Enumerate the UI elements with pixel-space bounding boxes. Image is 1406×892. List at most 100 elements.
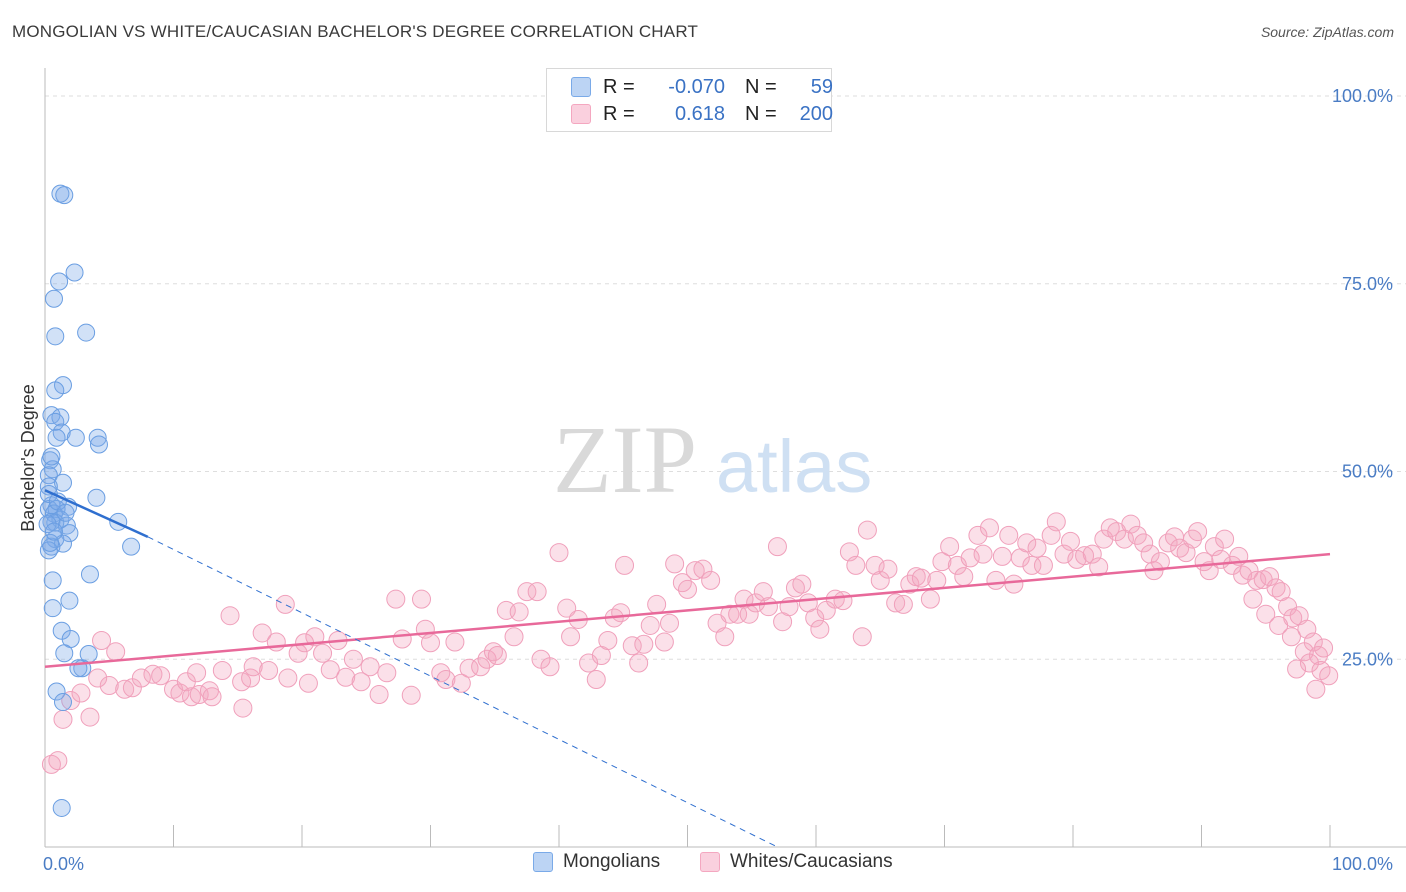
data-point-mongolians <box>53 693 72 712</box>
data-point-whites <box>1100 518 1120 538</box>
legend-item-whites-caucasians[interactable]: Whites/Caucasians <box>700 851 893 873</box>
legend-swatch-whites <box>700 852 720 872</box>
data-point-whites <box>1075 546 1095 566</box>
data-point-whites <box>212 661 232 681</box>
data-point-whites <box>336 667 356 687</box>
data-point-mongolians <box>43 599 62 618</box>
legend-item-mongolians[interactable]: Mongolians <box>533 851 660 873</box>
data-point-whites <box>504 627 524 647</box>
legend-label-whites: Whites/Caucasians <box>730 851 893 872</box>
series-whites-caucasians <box>41 512 1339 774</box>
data-point-whites <box>1256 604 1276 624</box>
data-point-whites <box>900 574 920 594</box>
data-point-whites <box>785 578 805 598</box>
data-point-whites <box>767 537 787 557</box>
data-point-mongolians <box>55 186 74 205</box>
data-point-whites <box>1306 679 1326 699</box>
grid-lines <box>45 95 1406 660</box>
data-point-whites <box>986 570 1006 590</box>
data-point-whites <box>792 574 812 594</box>
watermark-atlas: atlas <box>716 425 872 508</box>
data-point-whites <box>1294 642 1314 662</box>
data-point-whites <box>1247 570 1267 590</box>
data-point-whites <box>1017 533 1037 553</box>
data-point-whites <box>927 570 947 590</box>
data-point-whites <box>305 627 325 647</box>
data-point-mongolians <box>41 533 60 552</box>
data-point-whites <box>509 602 529 622</box>
data-point-whites <box>665 554 685 574</box>
data-point-whites <box>351 672 371 692</box>
legend-r-label: R = <box>603 102 635 125</box>
data-point-mongolians <box>47 682 66 701</box>
data-point-whites <box>865 555 885 575</box>
data-point-whites <box>275 594 295 614</box>
data-point-mongolians <box>43 571 62 590</box>
data-point-whites <box>392 629 412 649</box>
data-point-whites <box>973 544 993 564</box>
data-point-whites <box>181 687 201 707</box>
data-point-whites <box>259 661 279 681</box>
data-point-mongolians <box>53 473 72 492</box>
data-point-whites <box>80 707 100 727</box>
data-point-whites <box>960 548 980 568</box>
data-point-whites <box>369 685 389 705</box>
trend-line-whites <box>44 552 1331 669</box>
data-point-whites <box>1281 627 1301 647</box>
data-point-mongolians <box>65 263 84 282</box>
data-point-whites <box>640 615 660 635</box>
data-point-whites <box>979 518 999 538</box>
data-point-mongolians <box>39 541 58 560</box>
watermark: ZIP atlas <box>553 406 872 513</box>
data-point-mongolians <box>77 323 96 342</box>
data-point-whites <box>1022 555 1042 575</box>
data-point-mongolians <box>52 798 71 817</box>
data-point-whites <box>1299 653 1319 673</box>
data-point-whites <box>41 754 61 774</box>
data-point-whites <box>71 683 91 703</box>
data-point-whites <box>940 537 960 557</box>
legend-n-value: 200 <box>799 102 833 125</box>
legend-n-label: N = <box>745 102 777 125</box>
data-point-whites <box>1089 557 1109 577</box>
trend-lines <box>44 489 1331 848</box>
data-point-whites <box>932 552 952 572</box>
data-point-whites <box>1027 538 1047 558</box>
y-tick-label: 100.0% <box>1332 86 1393 106</box>
data-point-whites <box>920 589 940 609</box>
data-point-mongolians <box>44 522 63 541</box>
data-point-whites <box>131 668 151 688</box>
data-point-whites <box>106 642 126 662</box>
data-point-whites <box>857 520 877 540</box>
data-point-whites <box>1004 574 1024 594</box>
data-point-whites <box>893 594 913 614</box>
data-point-whites <box>561 627 581 647</box>
legend-label-mongolians: Mongolians <box>563 851 661 872</box>
data-point-whites <box>61 691 81 711</box>
data-point-whites <box>487 645 507 665</box>
data-point-whites <box>421 633 440 653</box>
y-tick-label: 25.0% <box>1342 649 1393 669</box>
data-point-whites <box>241 668 261 688</box>
data-point-whites <box>48 751 68 771</box>
data-point-whites <box>243 657 263 677</box>
data-point-whites <box>678 579 697 599</box>
data-point-whites <box>870 570 890 590</box>
data-point-whites <box>1188 522 1208 542</box>
y-axis-label: Bachelor's Degree <box>18 384 38 532</box>
data-point-whites <box>386 589 406 609</box>
data-point-whites <box>170 683 190 703</box>
data-point-whites <box>151 666 171 686</box>
data-point-mongolians <box>66 428 85 447</box>
data-point-whites <box>1033 555 1053 575</box>
watermark-zip: ZIP <box>553 406 697 513</box>
data-point-whites <box>1134 533 1154 553</box>
data-point-whites <box>313 643 333 663</box>
data-point-mongolians <box>60 591 79 610</box>
data-point-whites <box>1269 615 1289 635</box>
y-tick-label: 50.0% <box>1342 462 1393 482</box>
series-legend: Mongolians Whites/Caucasians <box>0 851 1406 877</box>
data-point-mongolians <box>42 447 61 466</box>
data-point-whites <box>878 559 898 579</box>
data-point-whites <box>753 582 773 602</box>
